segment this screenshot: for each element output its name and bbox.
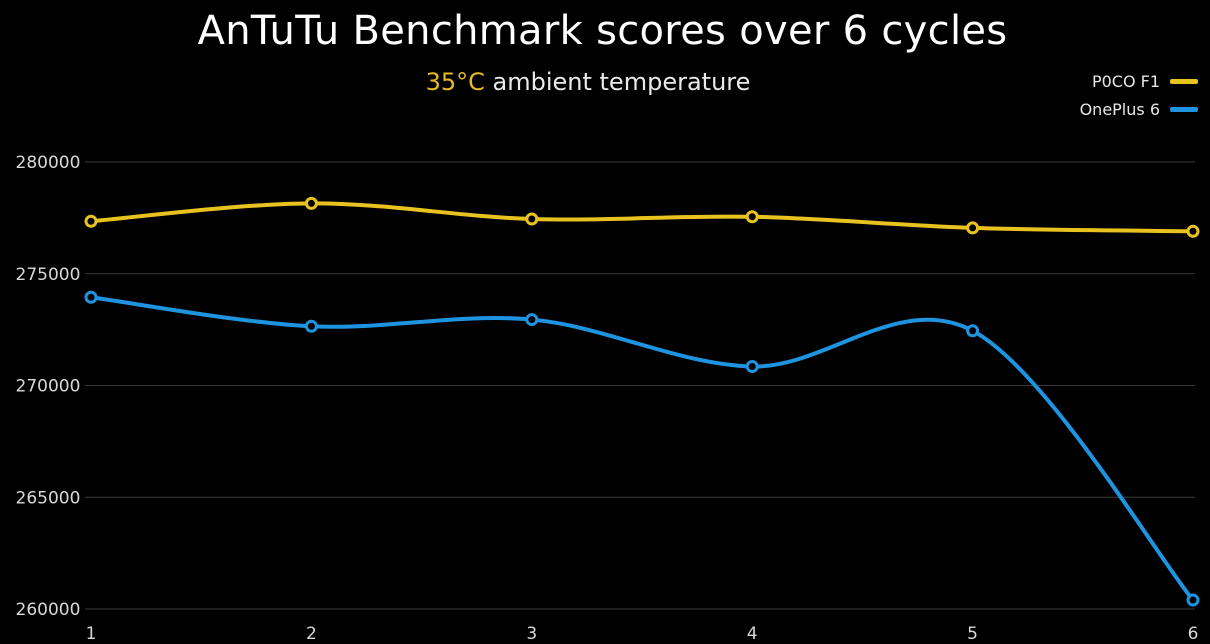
data-point-poco [84,214,98,228]
data-point-oneplus [525,313,539,327]
x-tick-label: 6 [1188,624,1199,644]
x-tick-label: 4 [747,624,758,644]
data-point-poco [966,221,980,235]
data-point-poco [1186,224,1200,238]
subtitle-temperature: 35°C [425,68,485,96]
legend-swatch-poco [1170,79,1198,84]
y-tick-label: 260000 [16,600,81,620]
subtitle-text: ambient temperature [484,68,751,96]
x-tick-label: 2 [306,624,317,644]
data-point-poco [525,212,539,226]
data-point-poco [304,196,318,210]
x-tick-label: 1 [86,624,97,644]
data-point-oneplus [84,290,98,304]
x-tick-label: 3 [526,624,537,644]
data-point-poco [745,210,759,224]
data-point-oneplus [966,324,980,338]
y-tick-label: 275000 [16,265,81,285]
legend-label-poco: P0CO F1 [1091,72,1160,91]
y-tick-label: 270000 [16,377,81,397]
y-tick-label: 280000 [16,153,81,173]
data-point-oneplus [1186,593,1200,607]
legend-item-poco: P0CO F1 [1092,72,1198,91]
series-line-poco [89,201,1195,234]
chart-subtitle: 35°C ambient temperature [0,68,1176,96]
data-point-oneplus [304,319,318,333]
series-line-oneplus [89,295,1195,603]
y-tick-label: 265000 [16,488,81,508]
legend-swatch-oneplus [1170,107,1198,112]
chart-title: AnTuTu Benchmark scores over 6 cycles [197,8,1008,54]
data-point-oneplus [745,360,759,374]
legend-item-oneplus: OnePlus 6 [1080,100,1198,119]
legend-label-oneplus: OnePlus 6 [1079,100,1160,119]
x-tick-label: 5 [967,624,978,644]
